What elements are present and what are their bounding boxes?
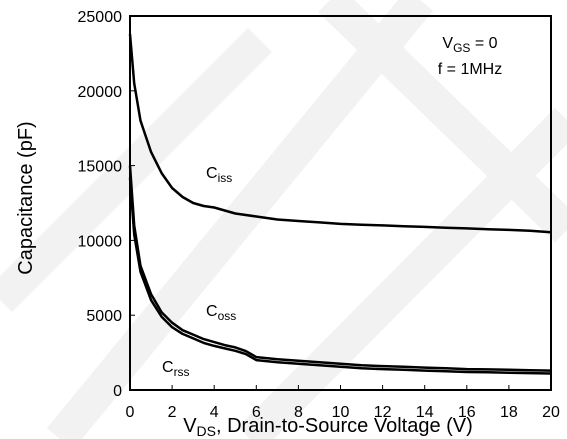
x-tick-label: 6 [252, 404, 261, 421]
y-tick-label: 15000 [78, 159, 123, 176]
y-tick-label: 5000 [86, 308, 122, 325]
x-tick-label: 16 [458, 404, 476, 421]
curves-layer [128, 33, 552, 375]
y-tick-label: 10000 [78, 233, 123, 250]
annotation-2: f = 1MHz [438, 61, 502, 78]
tick-marks [129, 15, 552, 391]
x-tick-label: 18 [500, 404, 518, 421]
series-line-crss [128, 177, 552, 375]
watermark-stroke [46, 0, 434, 439]
x-axis-label-rest: , Drain-to-Source Voltage (V) [216, 415, 473, 437]
series-line-ciss [128, 33, 552, 234]
x-tick-label: 8 [294, 404, 303, 421]
x-axis-label-sub: DS [197, 423, 216, 439]
series-label-coss: Coss [206, 303, 236, 323]
x-tick-label: 14 [416, 404, 434, 421]
series-label-ciss: Ciss [206, 165, 232, 185]
series-label-crss: Crss [162, 359, 190, 379]
x-tick-label: 10 [332, 404, 350, 421]
y-axis-label: Capacitance (pF) [15, 121, 37, 274]
annotation-1: VGS = 0 [442, 35, 497, 55]
x-axis-label-main: V [183, 415, 197, 437]
x-tick-label: 0 [126, 404, 135, 421]
watermark-stroke [318, 0, 567, 243]
y-tick-label: 0 [113, 383, 122, 400]
y-tick-label: 25000 [78, 9, 123, 26]
annotations: VGS = 0 f = 1MHz [438, 35, 502, 78]
x-tick-label: 4 [210, 404, 219, 421]
x-tick-label: 12 [374, 404, 392, 421]
series-labels: Ciss Coss Crss [162, 165, 236, 379]
series-line-coss [128, 165, 552, 372]
tick-labels: 0 2 4 6 8 10 12 14 16 18 20 0 5000 10000 15000 20000 250… [78, 9, 561, 421]
x-tick-label: 2 [168, 404, 177, 421]
y-tick-label: 20000 [78, 84, 123, 101]
x-tick-label: 20 [542, 404, 560, 421]
x-axis-label: VDS, Drain-to-Source Voltage (V) [183, 415, 473, 439]
